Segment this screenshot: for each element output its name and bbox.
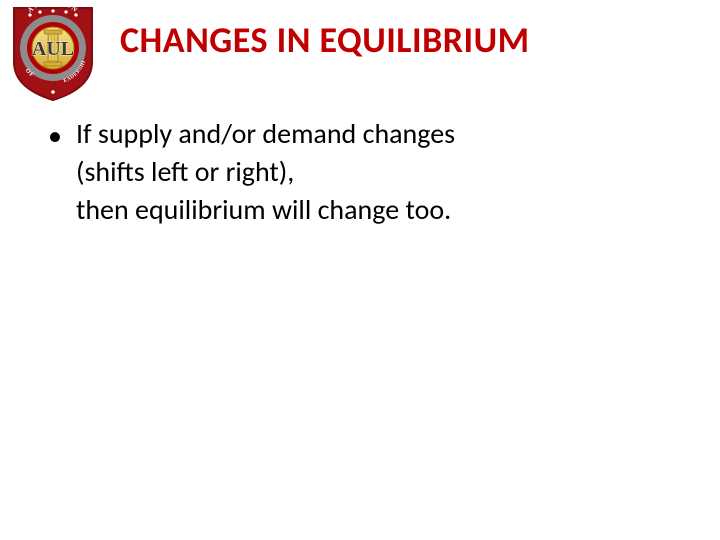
bullet-line-1: If supply and/or demand changes: [76, 115, 455, 153]
page-title: CHANGES IN EQUILIBRIUM: [120, 18, 530, 62]
bullet-glyph: •: [48, 117, 62, 155]
content-area: • If supply and/or demand changes (shift…: [48, 115, 672, 228]
bullet-line-3: then equilibrium will change too.: [76, 191, 455, 229]
bullet-line-2: (shifts left or right),: [76, 153, 455, 191]
bullet-item: • If supply and/or demand changes (shift…: [48, 115, 672, 228]
bullet-text: If supply and/or demand changes (shifts …: [76, 115, 455, 228]
university-logo: AMERICAN OF LEADERSHIP AUL: [8, 2, 98, 102]
svg-text:AUL: AUL: [32, 38, 74, 60]
